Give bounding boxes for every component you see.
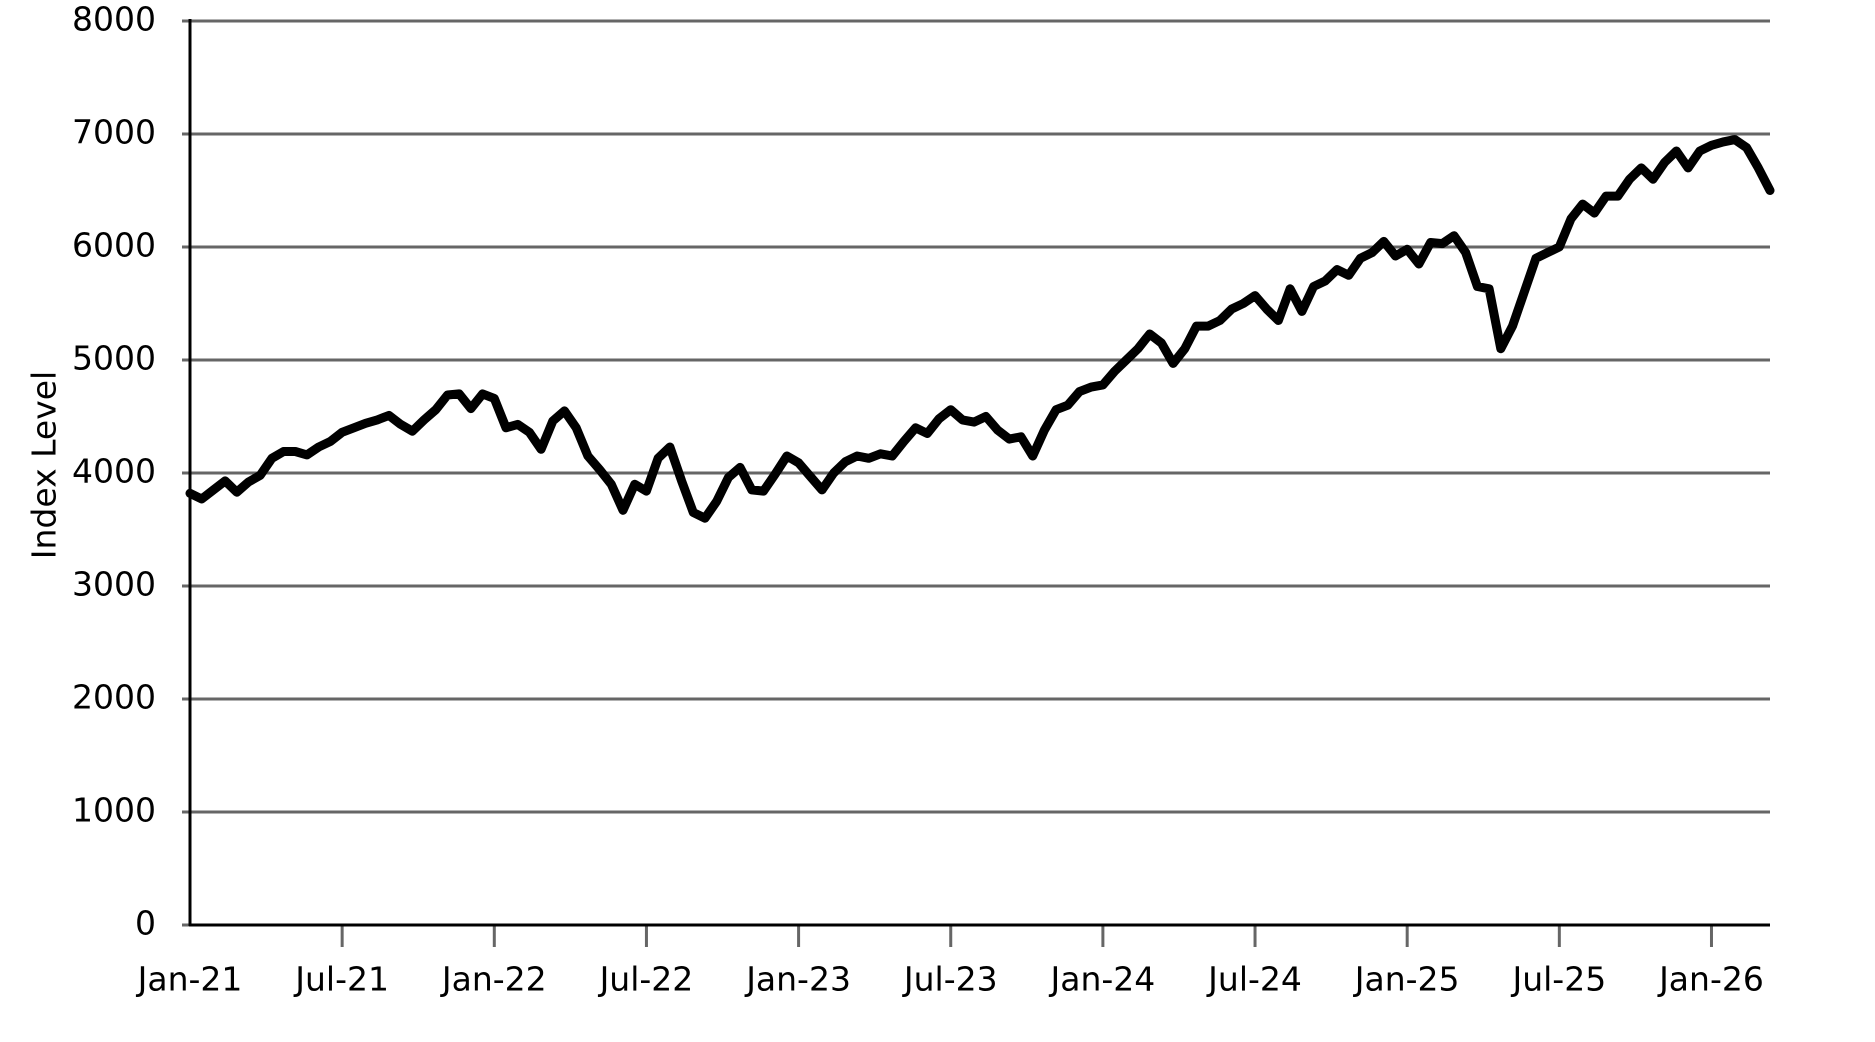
x-tick-label: Jan-24 [1048, 960, 1155, 999]
y-tick-label: 0 [135, 904, 156, 943]
x-tick-label: Jan-25 [1353, 960, 1460, 999]
y-tick-label: 6000 [72, 226, 156, 265]
y-tick-label: 2000 [72, 678, 156, 717]
data-line [185, 135, 1775, 523]
x-tick-label: Jul-24 [1206, 960, 1302, 999]
y-tick-label: 8000 [72, 0, 156, 39]
y-tick-label: 7000 [72, 113, 156, 152]
x-tick-label: Jan-22 [440, 960, 547, 999]
x-tick-label: Jul-23 [902, 960, 998, 999]
y-tick-label: 5000 [72, 339, 156, 378]
x-tick-label: Jan-21 [136, 960, 243, 999]
x-tick-label: Jan-23 [744, 960, 851, 999]
x-tick-label: Jan-26 [1657, 960, 1764, 999]
x-tick-label: Jul-25 [1510, 960, 1606, 999]
x-tick-label: Jul-21 [293, 960, 389, 999]
x-tick-label: Jul-22 [598, 960, 694, 999]
y-tick-label: 3000 [72, 565, 156, 604]
y-axis-label: Index Level [25, 371, 64, 559]
y-tick-label: 4000 [72, 452, 156, 491]
y-tick-label: 1000 [72, 791, 156, 830]
